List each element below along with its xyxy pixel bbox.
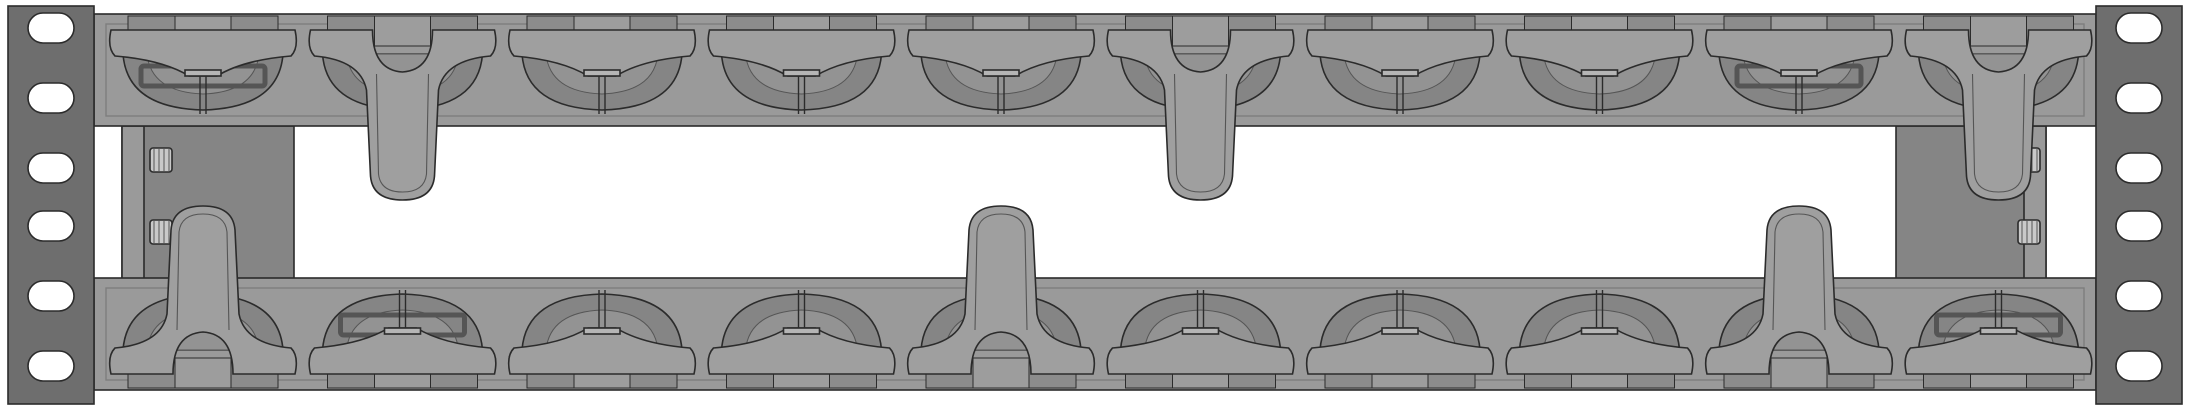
mounting-hole [2115, 12, 2163, 44]
valve-unit [507, 15, 697, 114]
screw-icon [149, 219, 173, 245]
mounting-hole [27, 82, 75, 114]
valve-unit [1106, 290, 1295, 389]
long-handle-knob [1106, 29, 1295, 201]
rack-ear-right [2095, 5, 2183, 405]
mounting-hole [2115, 82, 2163, 114]
mounting-hole [2115, 350, 2163, 382]
valve-unit [1305, 290, 1495, 389]
valve-unit [1505, 290, 1694, 389]
valve-unit [707, 290, 896, 389]
mounting-hole [27, 350, 75, 382]
rack-ears [7, 5, 2183, 405]
valve-unit [507, 290, 697, 389]
valve-unit [906, 205, 1096, 389]
long-handle-knob [108, 205, 298, 375]
valve-unit [108, 15, 298, 114]
mounting-hole [2115, 152, 2163, 184]
valve-unit [1904, 290, 2093, 389]
mounting-hole [27, 12, 75, 44]
mounting-hole [27, 280, 75, 312]
valve-unit [906, 15, 1096, 114]
valve-unit [1704, 15, 1894, 114]
valve-unit [1106, 15, 1295, 201]
long-handle-knob [906, 205, 1096, 375]
valve-unit [1904, 15, 2093, 201]
mounting-hole [27, 210, 75, 242]
cabinet-post-left [121, 125, 145, 285]
mounting-hole [2115, 280, 2163, 312]
valve-unit [1305, 15, 1495, 114]
valve-unit [1505, 15, 1694, 114]
rack-ear-left [7, 5, 95, 405]
mounting-hole [27, 152, 75, 184]
mounting-hole [2115, 210, 2163, 242]
valve-unit [1704, 205, 1894, 389]
long-handle-knob [308, 29, 497, 201]
valve-unit [308, 15, 497, 201]
valve-unit [308, 290, 497, 389]
valve-unit [707, 15, 896, 114]
long-handle-knob [1704, 205, 1894, 375]
screw-icon [2017, 219, 2041, 245]
screw-icon [149, 147, 173, 173]
valve-units [108, 15, 2093, 389]
valve-unit [108, 205, 298, 389]
long-handle-knob [1904, 29, 2093, 201]
